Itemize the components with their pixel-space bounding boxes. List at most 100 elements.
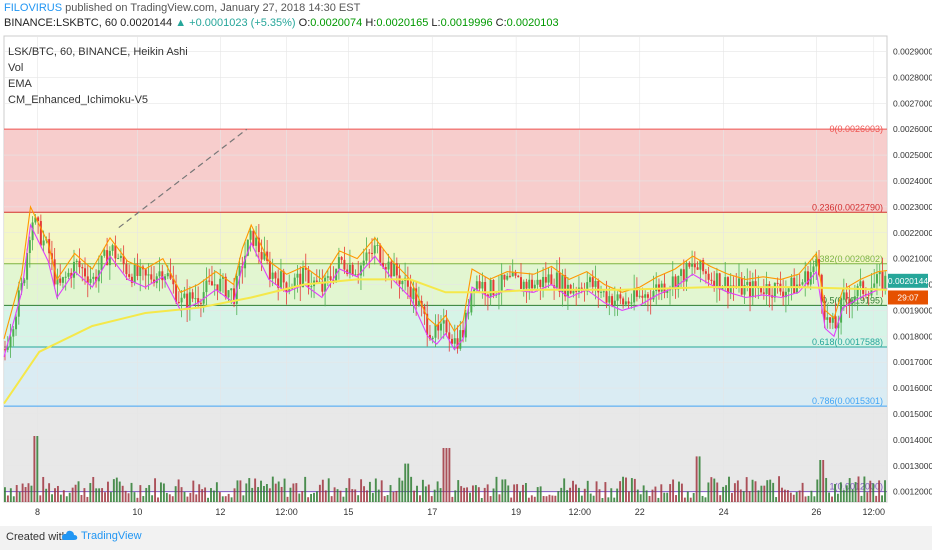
volume-bar	[198, 484, 201, 502]
candle	[544, 277, 547, 283]
volume-bar	[622, 476, 624, 502]
candle	[856, 286, 859, 297]
candle	[139, 266, 142, 276]
legend-ema[interactable]: EMA	[8, 78, 32, 90]
candle	[249, 230, 252, 240]
candle	[773, 282, 776, 298]
volume-bar	[689, 497, 692, 502]
volume-bar	[601, 497, 604, 502]
volume-bar	[825, 477, 828, 502]
legend-volume[interactable]: Vol	[8, 62, 24, 74]
candle	[795, 284, 798, 294]
candle	[409, 286, 412, 300]
x-tick-label: 17	[427, 507, 437, 517]
high-value: 0.0020165	[376, 17, 429, 29]
volume-bar	[781, 487, 783, 502]
volume-bar	[345, 487, 348, 502]
candle	[674, 276, 677, 290]
candle	[624, 301, 627, 305]
volume-bar	[498, 494, 501, 502]
volume-bar	[551, 495, 554, 502]
candle	[837, 322, 840, 329]
candle	[749, 281, 752, 298]
candle	[81, 267, 84, 269]
candle	[224, 276, 227, 298]
author-link[interactable]: FILOVIRUS	[4, 2, 63, 14]
volume-bar	[675, 495, 677, 502]
volume-bar	[115, 477, 118, 502]
tradingview-logo[interactable]: TradingView	[62, 530, 142, 542]
candle	[536, 279, 539, 285]
candle	[522, 281, 525, 289]
volume-bar	[751, 479, 754, 502]
candle	[431, 337, 434, 340]
volume-bar	[663, 492, 666, 502]
volume-bar	[513, 484, 516, 502]
volume-bar	[380, 480, 383, 502]
candle	[875, 274, 878, 284]
candle	[842, 292, 845, 300]
candle	[671, 276, 674, 288]
volume-bar	[186, 496, 189, 502]
volume-bar	[477, 487, 480, 502]
published-text: published on TradingView.com, January 27…	[62, 2, 361, 14]
candle	[486, 294, 489, 297]
price-chart[interactable]: 0.0029000 0.0028000 0.0027000 0.0026000 0.00…	[0, 0, 932, 526]
candle	[122, 255, 125, 265]
candle	[685, 262, 688, 282]
volume-bar	[722, 486, 725, 502]
candle	[531, 279, 534, 289]
candle	[462, 330, 465, 338]
candle	[853, 296, 856, 300]
candle	[106, 250, 109, 266]
candle	[233, 288, 236, 304]
volume-bar	[59, 494, 62, 502]
x-tick-label: 12	[215, 507, 225, 517]
volume-bar	[828, 492, 831, 502]
candle	[370, 252, 373, 254]
candle	[787, 288, 790, 292]
candle	[302, 267, 305, 288]
volume-bar	[189, 492, 192, 502]
volume-bar	[56, 485, 59, 502]
volume-bar	[457, 480, 460, 502]
candle	[387, 261, 390, 270]
volume-bar	[413, 490, 416, 502]
fib-label: 0.382(0.0020802)	[812, 254, 883, 264]
volume-bar	[669, 484, 672, 502]
candle	[186, 293, 189, 309]
fib-label: 0.786(0.0015301)	[812, 396, 883, 406]
candle	[867, 294, 870, 296]
volume-bar	[62, 490, 65, 502]
volume-bar	[807, 495, 810, 502]
y-tick-label: 0.0022000	[893, 228, 932, 238]
candle	[591, 277, 594, 287]
volume-bar	[354, 489, 357, 502]
candle	[202, 292, 205, 304]
volume-bar	[210, 488, 212, 502]
volume-bar	[660, 484, 663, 502]
volume-bar	[254, 478, 257, 502]
candle	[252, 230, 255, 246]
volume-bar	[295, 483, 298, 502]
volume-bar	[4, 487, 6, 502]
volume-bar	[834, 483, 836, 502]
volume-bar	[845, 485, 848, 502]
candle	[285, 282, 288, 292]
candle	[260, 252, 263, 260]
legend-ichimoku[interactable]: CM_Enhanced_Ichimoku-V5	[8, 94, 149, 106]
legend-series[interactable]: LSK/BTC, 60, BINANCE, Heikin Ashi	[8, 46, 188, 58]
candle	[147, 274, 150, 276]
volume-bar	[248, 478, 251, 502]
volume-bar	[839, 482, 842, 502]
volume-bar	[533, 496, 536, 502]
volume-bar	[271, 476, 274, 502]
candle	[282, 271, 285, 283]
volume-bar	[12, 496, 15, 502]
conversion-line	[3, 205, 888, 340]
volume-bar	[192, 480, 195, 502]
trend-line[interactable]	[118, 128, 248, 229]
candle	[737, 278, 740, 287]
volume-bar	[224, 496, 227, 502]
volume-bar	[360, 479, 363, 502]
